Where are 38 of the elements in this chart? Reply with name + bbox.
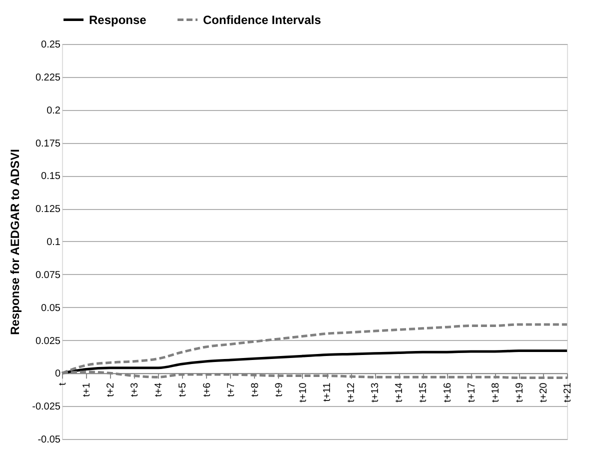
- x-tick-label: t+16: [442, 382, 454, 402]
- x-tick-label: t+6: [202, 382, 213, 397]
- x-tick-label: t+5: [178, 382, 189, 397]
- x-tick-label: t+11: [322, 382, 334, 402]
- x-tick-label: t+4: [154, 382, 165, 397]
- y-tick-label: 0: [54, 368, 61, 380]
- y-tick-label: -0.025: [32, 402, 61, 413]
- x-tick-label: t+7: [226, 382, 237, 397]
- y-tick-label: 0.225: [35, 72, 61, 84]
- y-tick-label: 0.2: [46, 105, 61, 116]
- y-tick-label: 0.175: [35, 138, 61, 150]
- y-tick-label: 0.15: [41, 171, 61, 182]
- x-tick-label: t: [58, 382, 68, 386]
- y-tick-label: 0.075: [35, 270, 61, 281]
- legend-label: Confidence Intervals: [203, 12, 322, 27]
- y-tick-label: 0.25: [41, 40, 61, 50]
- x-tick-label: t+19: [514, 382, 526, 402]
- y-tick-label: 0.025: [35, 336, 61, 347]
- x-tick-label: t+20: [538, 382, 550, 402]
- x-tick-label: t+18: [490, 382, 502, 402]
- y-tick-label: 0.1: [46, 237, 61, 248]
- x-tick-label: t+3: [130, 382, 141, 397]
- x-tick-label: t+1: [82, 382, 93, 397]
- x-tick-label: t+17: [466, 382, 478, 402]
- x-tick-label: t+2: [106, 382, 117, 397]
- x-tick-label: t+21: [562, 382, 574, 402]
- y-tick-label: -0.05: [38, 434, 61, 446]
- y-tick-label: 0.125: [35, 204, 61, 216]
- y-axis-title: Response for AEDGAR to ADSVI: [8, 149, 22, 335]
- y-tick-label: 0.05: [41, 302, 61, 314]
- x-tick-label: t+14: [394, 382, 406, 402]
- x-tick-label: t+12: [346, 382, 358, 402]
- x-tick-label: t+15: [418, 382, 430, 402]
- legend-label: Response: [89, 12, 147, 27]
- x-tick-label: t+13: [370, 382, 382, 402]
- x-tick-label: t+8: [250, 382, 261, 397]
- x-tick-label: t+10: [298, 382, 309, 402]
- x-tick-label: t+9: [274, 382, 285, 397]
